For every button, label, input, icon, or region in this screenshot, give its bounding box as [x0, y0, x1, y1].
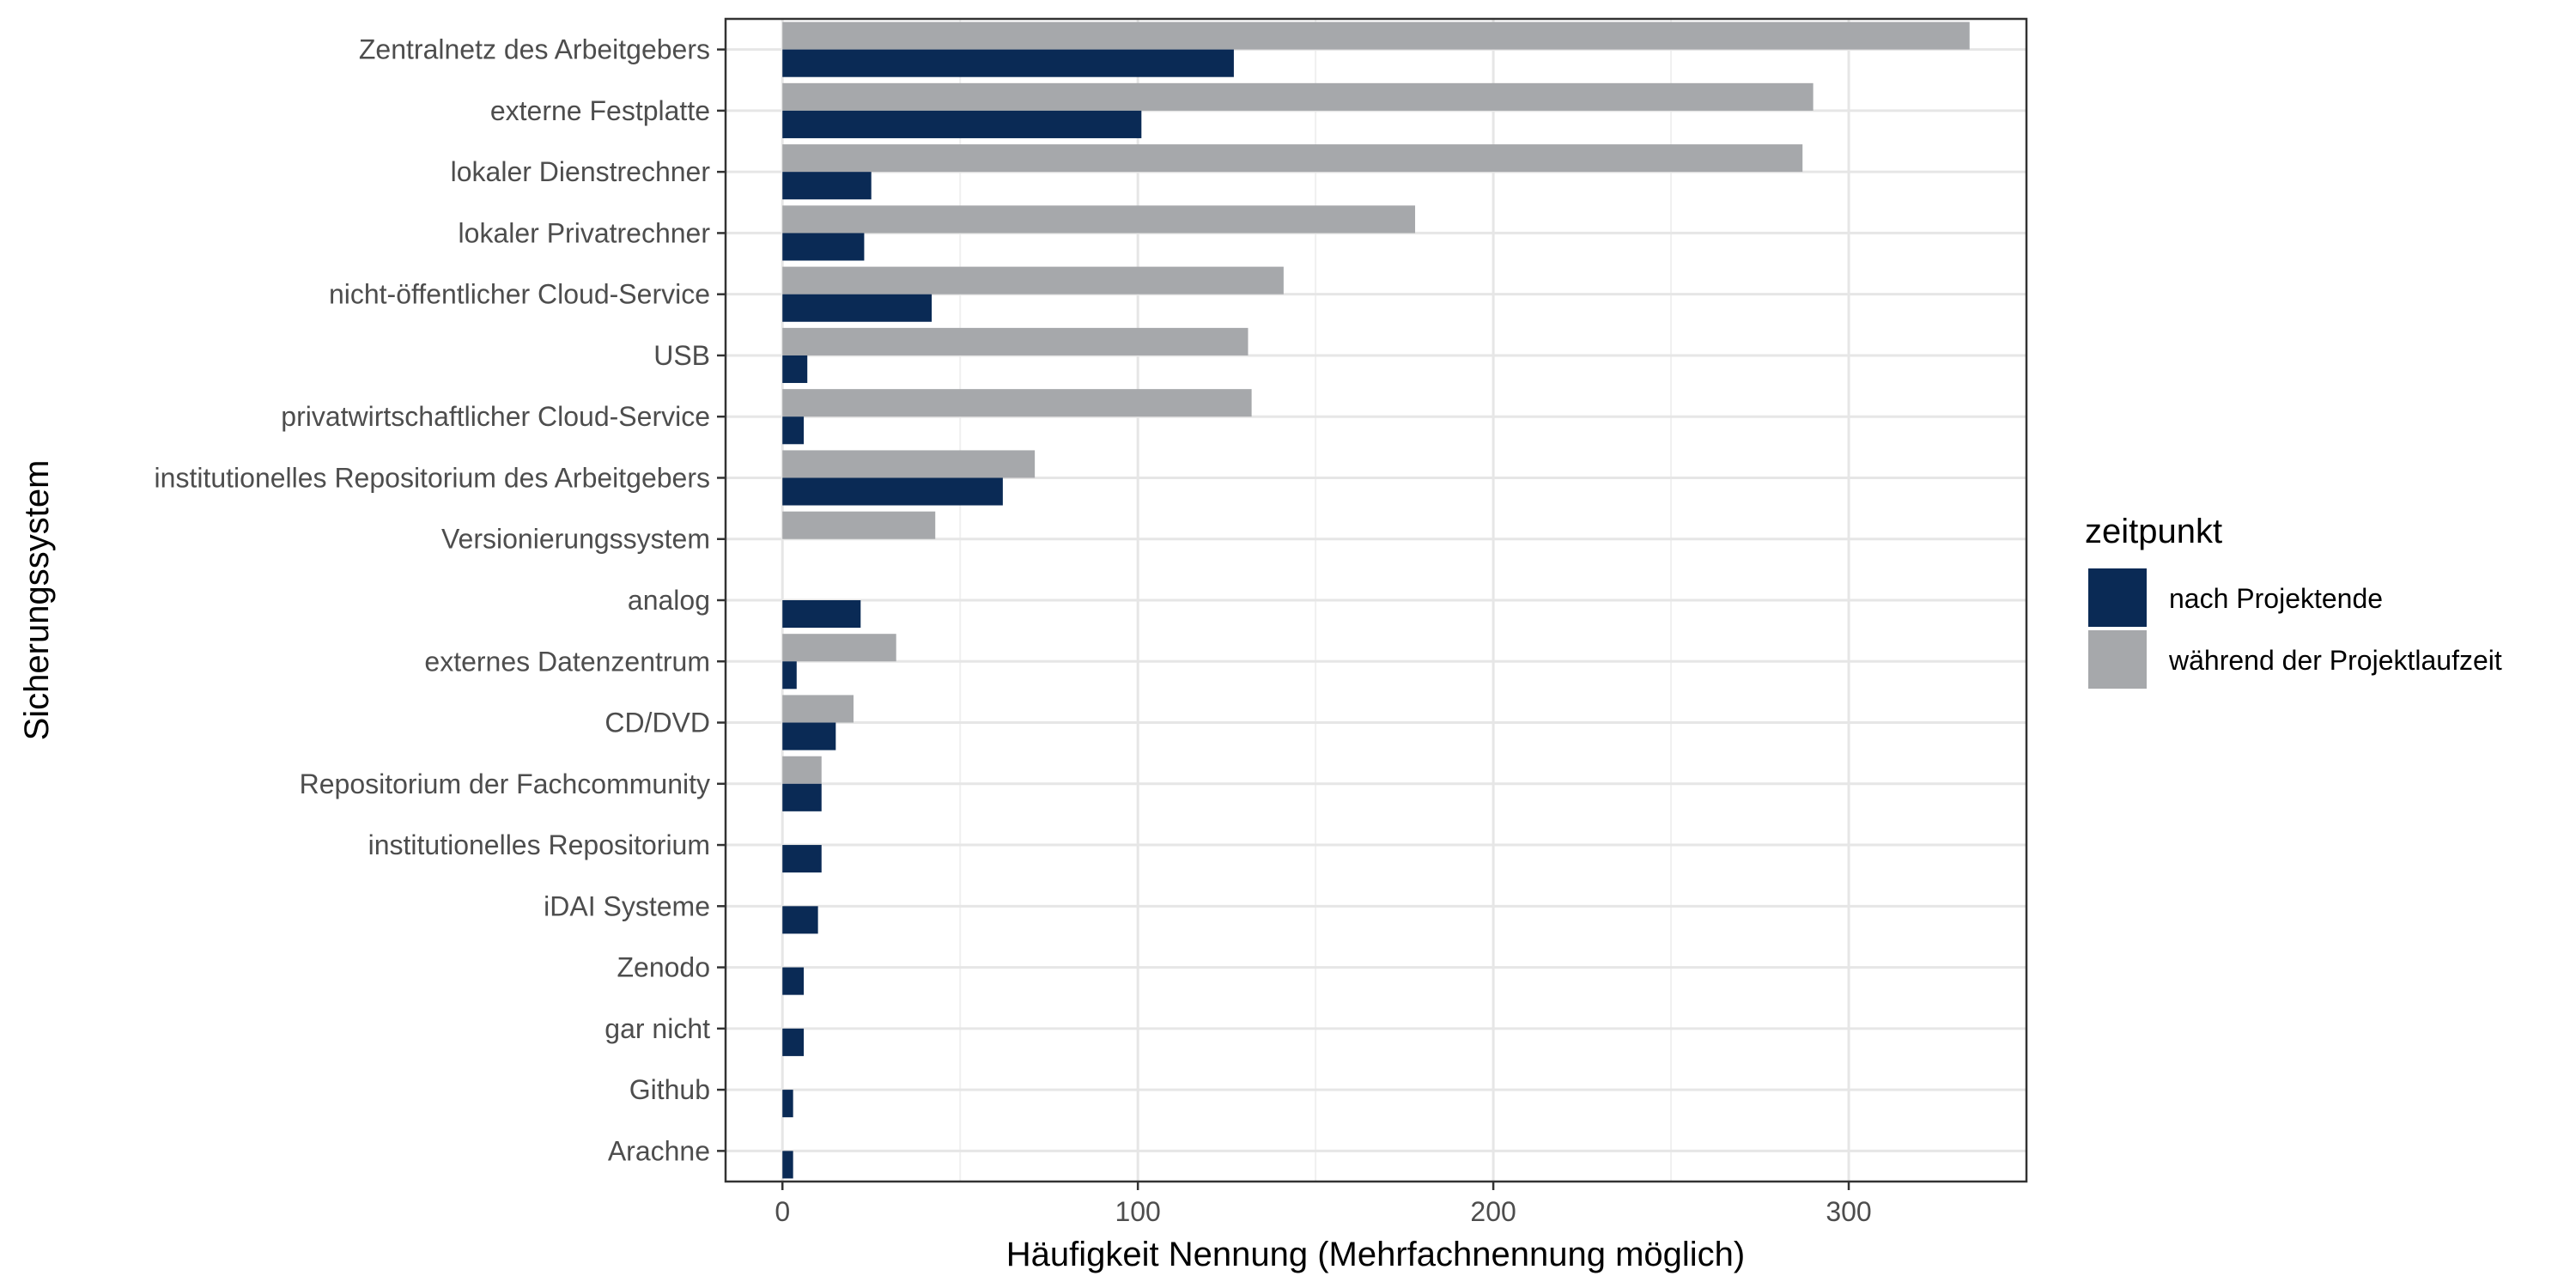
axis-layer: Zentralnetz des Arbeitgebers externe Fest… — [155, 34, 1872, 1227]
y-axis-title: Sicherungssystem — [18, 460, 56, 741]
bar-nach-projektende — [782, 172, 872, 200]
bar-nach-projektende — [782, 1028, 805, 1056]
legend-title: zeitpunkt — [2085, 513, 2222, 550]
bar-nach-projektende — [782, 416, 805, 445]
y-tick-label: nicht-öffentlicher Cloud-Service — [329, 279, 710, 310]
bar-nach-projektende — [782, 845, 822, 873]
bar-nach-projektende — [782, 906, 818, 934]
bar-nach-projektende — [782, 233, 865, 261]
y-tick-label: Versionierungssystem — [441, 524, 710, 555]
bar-waehrend-der-projektlaufzeit — [782, 205, 1416, 234]
y-tick-label: institutionelles Repositorium des Arbeit… — [155, 462, 710, 493]
x-tick-label: 200 — [1470, 1196, 1516, 1227]
y-tick-label: Github — [629, 1074, 710, 1105]
bar-layer — [782, 21, 1970, 1179]
bar-waehrend-der-projektlaufzeit — [782, 21, 1970, 50]
y-tick-label: externe Festplatte — [490, 95, 710, 126]
y-tick-label: Zenodo — [617, 952, 710, 983]
bar-nach-projektende — [782, 783, 822, 811]
y-tick-label: Arachne — [608, 1135, 710, 1166]
grid-layer — [726, 19, 2026, 1182]
y-tick-label: Repositorium der Fachcommunity — [300, 769, 710, 799]
bar-nach-projektende — [782, 1151, 793, 1179]
y-tick-label: lokaler Dienstrechner — [451, 156, 711, 187]
x-tick-label: 100 — [1115, 1196, 1160, 1227]
legend-key-nach-projektende — [2088, 568, 2147, 627]
x-tick-label: 0 — [775, 1196, 790, 1227]
bar-nach-projektende — [782, 477, 1003, 506]
y-tick-label: USB — [653, 340, 710, 371]
legend-label-nach-projektende: nach Projektende — [2169, 583, 2383, 614]
bar-nach-projektende — [782, 294, 933, 322]
bar-nach-projektende — [782, 722, 836, 750]
bar-nach-projektende — [782, 1090, 793, 1118]
y-tick-label: privatwirtschaftlicher Cloud-Service — [281, 401, 710, 432]
y-tick-label: gar nicht — [605, 1013, 710, 1044]
bar-nach-projektende — [782, 661, 797, 690]
legend-label-waehrend-der-projektlaufzeit: während der Projektlaufzeit — [2168, 645, 2502, 676]
bar-waehrend-der-projektlaufzeit — [782, 144, 1803, 173]
bar-nach-projektende — [782, 967, 805, 995]
y-tick-label: externes Datenzentrum — [424, 646, 710, 677]
y-tick-label: Zentralnetz des Arbeitgebers — [359, 34, 710, 65]
bar-waehrend-der-projektlaufzeit — [782, 389, 1252, 417]
bar-waehrend-der-projektlaufzeit — [782, 695, 854, 723]
bar-waehrend-der-projektlaufzeit — [782, 327, 1249, 355]
y-tick-label: CD/DVD — [605, 708, 710, 738]
bar-waehrend-der-projektlaufzeit — [782, 266, 1284, 295]
bar-waehrend-der-projektlaufzeit — [782, 756, 822, 784]
y-tick-label: iDAI Systeme — [544, 890, 710, 921]
x-axis-title: Häufigkeit Nennung (Mehrfachnennung mögl… — [1006, 1236, 1746, 1273]
y-tick-label: institutionelles Repositorium — [368, 829, 710, 860]
bar-waehrend-der-projektlaufzeit — [782, 450, 1036, 478]
legend-key-waehrend-der-projektlaufzeit — [2088, 630, 2147, 689]
legend: zeitpunkt nach Projektende während der P… — [2085, 513, 2502, 689]
x-tick-label: 300 — [1826, 1196, 1871, 1227]
y-tick-label: lokaler Privatrechner — [459, 217, 711, 248]
bar-waehrend-der-projektlaufzeit — [782, 634, 896, 662]
bar-nach-projektende — [782, 355, 808, 384]
bar-nach-projektende — [782, 600, 861, 629]
y-tick-label: analog — [628, 585, 710, 616]
bar-waehrend-der-projektlaufzeit — [782, 511, 936, 539]
bar-waehrend-der-projektlaufzeit — [782, 82, 1814, 111]
bar-nach-projektende — [782, 110, 1142, 138]
bar-nach-projektende — [782, 49, 1234, 77]
